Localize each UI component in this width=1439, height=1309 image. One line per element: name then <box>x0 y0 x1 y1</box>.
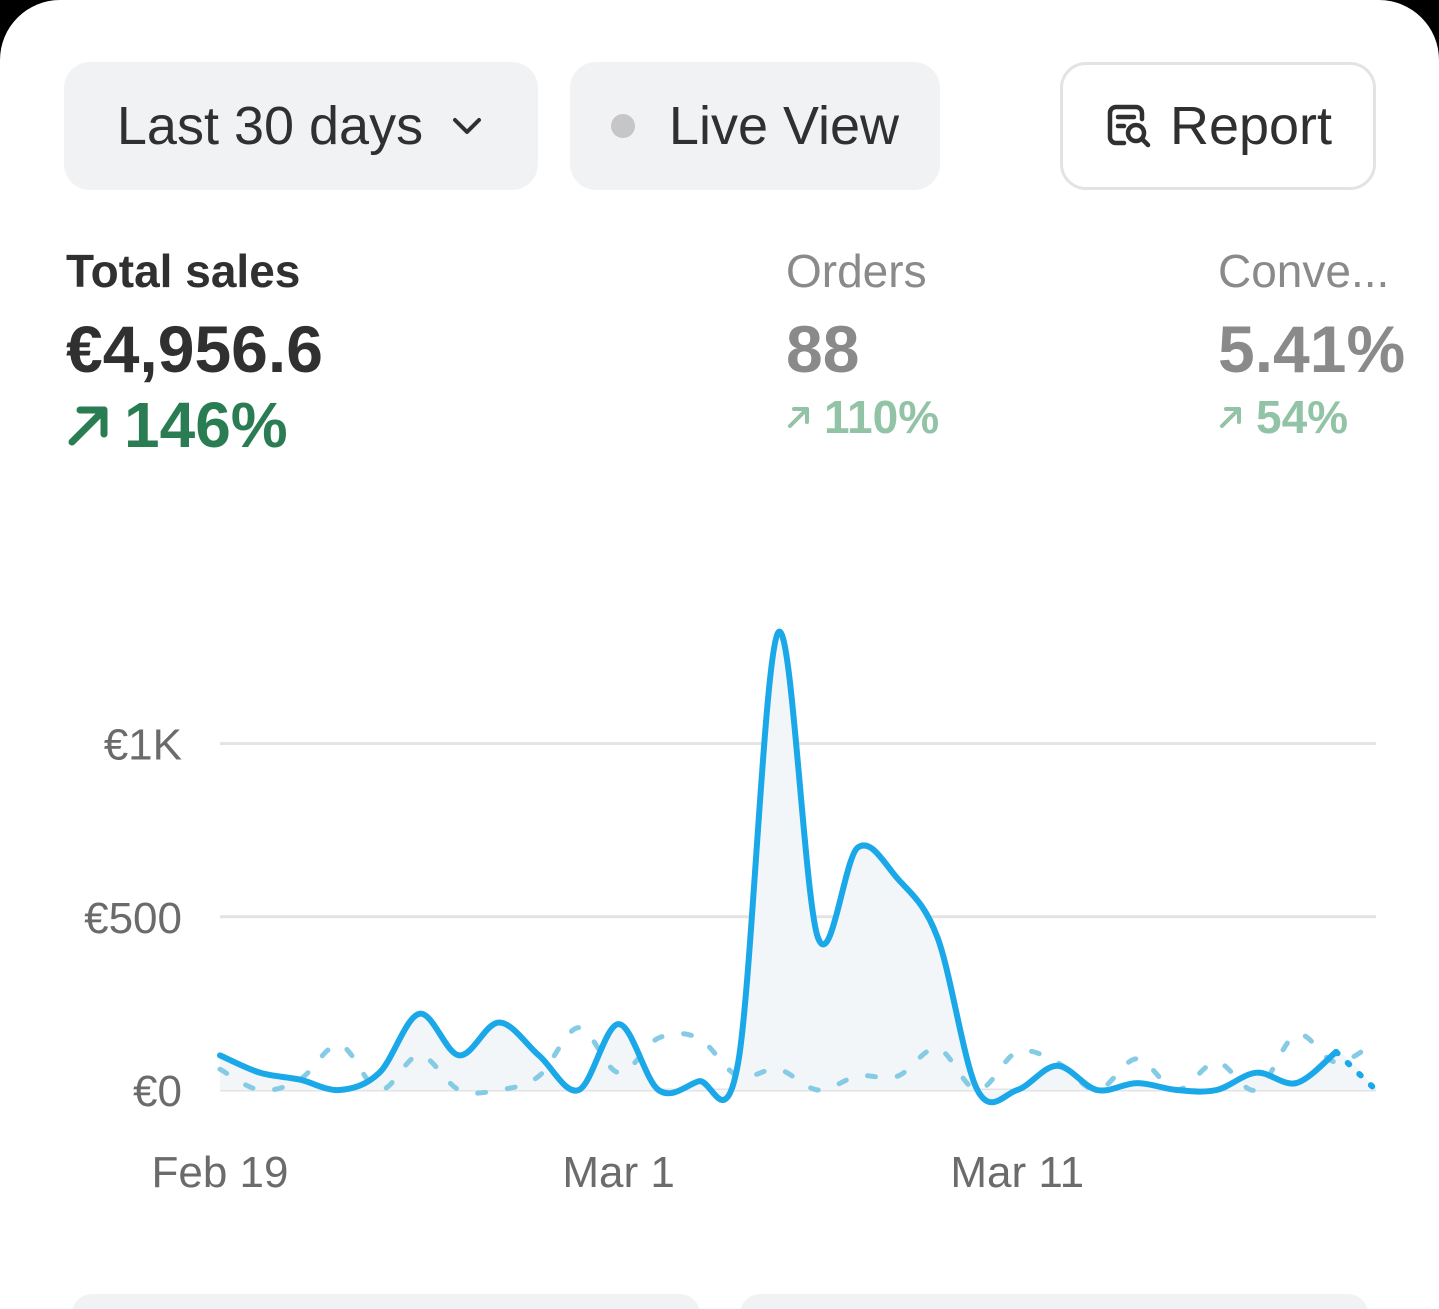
report-search-icon <box>1104 101 1154 151</box>
chevron-down-icon <box>449 108 485 144</box>
sales-series-partial <box>1333 1048 1379 1093</box>
date-range-label: Last 30 days <box>116 96 424 156</box>
y-tick-label: €1K <box>104 721 182 770</box>
metric-delta: 146% <box>66 388 323 462</box>
metric-delta-value: 146% <box>124 389 288 461</box>
metric-label: Conve... <box>1218 245 1390 297</box>
report-button[interactable]: Report <box>1060 62 1376 190</box>
live-view-button[interactable]: Live View <box>570 62 940 190</box>
metric-conversion[interactable]: Conve... 5.41% 54% <box>1218 244 1439 444</box>
live-status-dot-icon <box>610 114 635 138</box>
x-tick-label: Mar 1 <box>562 1148 674 1197</box>
metric-delta-value: 54% <box>1256 391 1349 443</box>
sales-line-chart[interactable]: €0 €500 €1K Feb 19 Mar 1 Mar 11 <box>0 560 1439 1240</box>
sales-area-fill <box>220 631 1376 1103</box>
arrow-up-right-icon <box>68 406 108 446</box>
metric-label: Orders <box>786 245 927 297</box>
metric-delta: 110% <box>786 390 939 444</box>
metric-delta-value: 110% <box>824 391 940 443</box>
metric-value: €4,956.6 <box>66 312 323 386</box>
date-range-button[interactable]: Last 30 days <box>64 62 538 190</box>
metric-delta: 54% <box>1218 390 1439 444</box>
metric-label: Total sales <box>66 245 301 297</box>
y-tick-label: €500 <box>84 894 182 943</box>
bottom-card-left[interactable] <box>72 1294 700 1309</box>
arrow-up-right-icon <box>1220 407 1241 428</box>
metric-value: 5.41% <box>1218 312 1406 386</box>
metric-value: 88 <box>786 312 860 386</box>
metric-orders[interactable]: Orders 88 110% <box>786 244 939 444</box>
metric-total-sales[interactable]: Total sales €4,956.6 146% <box>66 244 323 462</box>
sales-series-line <box>217 628 1340 1106</box>
arrow-up-right-icon <box>788 407 809 428</box>
x-tick-label: Mar 11 <box>950 1148 1084 1197</box>
live-view-label: Live View <box>668 96 900 156</box>
y-tick-label: €0 <box>133 1067 182 1116</box>
bottom-card-right[interactable] <box>740 1294 1368 1309</box>
x-tick-label: Feb 19 <box>152 1148 289 1197</box>
report-label: Report <box>1169 96 1333 156</box>
